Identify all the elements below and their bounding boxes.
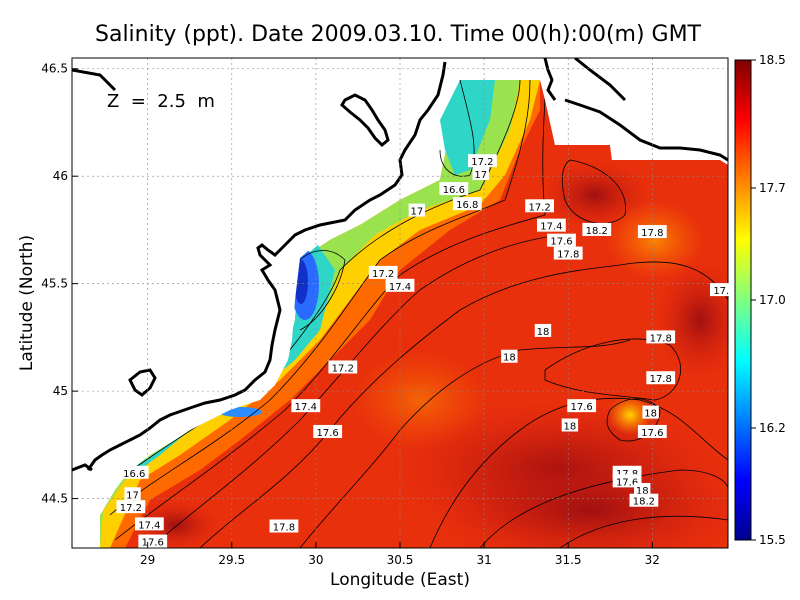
svg-text:17.6: 17.6 [616, 477, 638, 488]
colorbar-tick-label: 18.5 [759, 53, 786, 67]
contour-label: 18.2 [629, 493, 659, 508]
x-tick-label: 30 [308, 553, 323, 567]
contour-label: 17.4 [291, 399, 321, 413]
svg-text:17.8: 17.8 [557, 250, 579, 261]
svg-text:17.: 17. [713, 286, 729, 297]
svg-text:17.8: 17.8 [641, 228, 663, 239]
svg-text:17.6: 17.6 [142, 538, 164, 549]
contour-label: 17.6 [313, 424, 343, 439]
y-axis-label: Latitude (North) [17, 235, 37, 371]
svg-text:17.4: 17.4 [138, 520, 160, 531]
svg-text:16.6: 16.6 [123, 469, 145, 480]
svg-text:17.4: 17.4 [540, 222, 562, 233]
contour-label: 17.6 [138, 534, 168, 549]
contour-label: 17 [124, 487, 141, 501]
colorbar-ticks: 15.5 16.2 17.0 17.7 18.5 [751, 53, 786, 547]
colorbar-tick-label: 17.0 [759, 293, 786, 307]
svg-text:18: 18 [636, 486, 649, 497]
svg-text:17.8: 17.8 [616, 469, 638, 480]
contour-label: 17.8 [553, 246, 583, 261]
depth-annotation: Z = 2.5 m [107, 91, 215, 112]
x-tick-label: 31 [476, 553, 491, 567]
contour-label: 17.4 [385, 278, 415, 293]
colorbar-tick-label: 16.2 [759, 421, 786, 435]
contour-label: 17.8 [637, 225, 667, 239]
contour-label: 18 [634, 482, 651, 497]
x-tick-label: 31.5 [555, 553, 582, 567]
svg-text:17.2: 17.2 [120, 503, 142, 514]
contour-label: 18 [561, 418, 579, 433]
contour-label: 17.8 [646, 330, 676, 344]
svg-text:17.6: 17.6 [317, 428, 339, 439]
y-tick-label: 45 [53, 384, 68, 398]
svg-text:17.6: 17.6 [550, 237, 572, 248]
svg-text:17.6: 17.6 [641, 428, 663, 439]
svg-text:17.2: 17.2 [471, 157, 493, 168]
contour-label: 17.6 [567, 399, 597, 413]
svg-text:17.4: 17.4 [295, 402, 317, 413]
contour-label: 18.2 [582, 222, 612, 237]
x-axis-label: Longitude (East) [330, 570, 470, 590]
svg-text:17.8: 17.8 [650, 333, 672, 344]
svg-text:17: 17 [474, 170, 487, 181]
svg-text:17.4: 17.4 [389, 282, 411, 293]
x-tick-label: 29.5 [218, 553, 245, 567]
svg-text:17.8: 17.8 [650, 374, 672, 385]
y-axis-ticks: 44.5 45 45.5 46 46.5 [41, 62, 78, 506]
y-tick-label: 45.5 [41, 277, 68, 291]
contour-label: 17.4 [536, 218, 566, 233]
contour-label: 17.8 [269, 519, 299, 534]
svg-text:17.2: 17.2 [528, 202, 550, 213]
x-axis-ticks: 29 29.5 30 30.5 31 31.5 32 [140, 542, 660, 567]
svg-text:17: 17 [410, 207, 423, 218]
x-tick-label: 29 [140, 553, 155, 567]
contour-label: 18 [534, 323, 552, 338]
contour-label: 16.6 [439, 182, 469, 196]
contour-label: 18 [642, 405, 659, 420]
svg-text:18.2: 18.2 [633, 497, 655, 508]
x-tick-label: 32 [645, 553, 660, 567]
colorbar [734, 59, 752, 541]
y-tick-label: 46.5 [41, 62, 68, 76]
svg-text:16.6: 16.6 [443, 185, 465, 196]
svg-text:18: 18 [537, 327, 550, 338]
svg-text:17.2: 17.2 [372, 269, 394, 280]
contour-label: 17.2 [116, 500, 146, 514]
colorbar-tick-label: 15.5 [759, 533, 786, 547]
svg-text:18.2: 18.2 [586, 226, 608, 237]
svg-text:18: 18 [644, 409, 657, 420]
contour-label: 17 [408, 203, 426, 218]
contour-label: 16.6 [119, 465, 149, 480]
x-tick-label: 30.5 [387, 553, 414, 567]
colorbar-tick-label: 17.7 [759, 181, 786, 195]
svg-text:17.8: 17.8 [273, 523, 295, 534]
contour-label: 17.2 [368, 265, 398, 280]
svg-text:17.6: 17.6 [571, 402, 593, 413]
contour-label: 17.2 [328, 360, 358, 374]
contour-label: 16.8 [452, 197, 482, 211]
svg-text:16.8: 16.8 [456, 200, 478, 211]
contour-label: 17 [472, 167, 489, 181]
y-tick-label: 46 [53, 169, 68, 183]
contour-label: 18 [501, 349, 518, 364]
contour-label: 17.2 [468, 154, 497, 168]
contour-label: 17. [709, 283, 733, 297]
chart-title: Salinity (ppt). Date 2009.03.10. Time 00… [95, 22, 702, 47]
contour-label: 17.6 [547, 233, 576, 248]
contour-label: 17.4 [134, 517, 164, 531]
y-tick-label: 44.5 [41, 492, 68, 506]
contour-label: 17.2 [525, 199, 555, 213]
coastline [72, 58, 728, 548]
svg-text:17.2: 17.2 [332, 363, 354, 374]
svg-text:18: 18 [564, 422, 577, 433]
grid-lines [72, 58, 728, 548]
svg-text:18: 18 [503, 353, 516, 364]
contour-label: 17.6 [637, 424, 667, 439]
contour-label: 17.8 [646, 371, 676, 385]
svg-text:17: 17 [126, 490, 139, 501]
